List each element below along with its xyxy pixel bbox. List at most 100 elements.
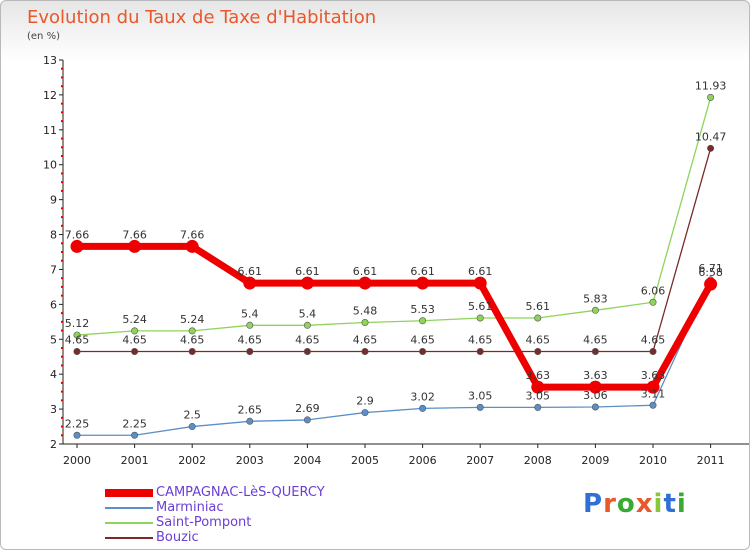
x-tick-label: 2002: [178, 454, 206, 467]
data-label: 6.58: [698, 266, 723, 279]
data-label: 2.69: [295, 402, 320, 415]
data-point: [243, 276, 257, 290]
data-label: 4.65: [122, 333, 147, 346]
y-minor-tick: [61, 85, 63, 88]
data-label: 3.63: [583, 369, 608, 382]
y-minor-tick: [61, 425, 63, 428]
x-tick-label: 2011: [697, 454, 725, 467]
data-point: [303, 321, 311, 329]
y-minor-tick: [61, 381, 63, 384]
chart-title: Evolution du Taux de Taxe d'Habitation: [27, 7, 377, 28]
data-label: 2.5: [183, 409, 201, 422]
data-label: 6.61: [353, 265, 378, 278]
y-minor-tick: [61, 120, 63, 123]
y-tick-label: 2: [50, 438, 57, 451]
data-label: 4.65: [180, 333, 205, 346]
logo-letter: P: [583, 489, 604, 519]
x-tick-label: 2009: [581, 454, 609, 467]
y-tick-label: 10: [43, 159, 57, 172]
x-tick-label: 2004: [293, 454, 321, 467]
data-point: [131, 327, 139, 335]
data-point: [188, 347, 196, 355]
logo-letter: o: [616, 489, 636, 519]
legend-item: Bouzic: [105, 530, 325, 545]
y-minor-tick: [61, 329, 63, 332]
data-point: [649, 347, 657, 355]
data-point: [303, 416, 311, 424]
y-minor-tick: [61, 189, 63, 192]
y-tick-label: 8: [50, 229, 57, 242]
data-label: 2.25: [65, 417, 90, 430]
data-label: 4.65: [583, 333, 608, 346]
legend: CAMPAGNAC-LèS-QUERCY Marminiac Saint-Pompo…: [105, 485, 325, 545]
y-minor-tick: [61, 259, 63, 262]
y-minor-tick: [61, 155, 63, 157]
data-label: 4.65: [526, 333, 551, 346]
y-tick-label: 6: [50, 298, 57, 311]
data-label: 4.65: [410, 333, 435, 346]
y-minor-tick: [61, 320, 63, 323]
y-minor-tick: [61, 251, 63, 253]
x-tick-label: 2008: [524, 454, 552, 467]
data-label: 5.12: [65, 317, 90, 330]
y-minor-tick: [61, 102, 63, 105]
data-point: [303, 347, 311, 355]
data-label: 7.66: [122, 228, 147, 241]
legend-label: CAMPAGNAC-LèS-QUERCY: [156, 485, 325, 500]
data-point: [649, 298, 657, 306]
data-label: 3.02: [410, 390, 435, 403]
y-minor-tick: [61, 242, 63, 245]
y-minor-tick: [61, 277, 63, 280]
data-label: 4.65: [641, 333, 666, 346]
data-point: [131, 431, 139, 439]
x-tick-label: 2006: [409, 454, 437, 467]
data-point: [70, 239, 84, 253]
data-point: [534, 314, 542, 322]
y-tick-label: 7: [50, 263, 57, 276]
data-point: [591, 347, 599, 355]
data-point: [361, 347, 369, 355]
y-minor-tick: [61, 137, 63, 140]
data-label: 5.24: [180, 313, 205, 326]
legend-label: Marminiac: [156, 500, 224, 515]
data-label: 4.65: [295, 333, 320, 346]
logo-letter: i: [676, 489, 687, 519]
unit-label: (en %): [27, 31, 60, 42]
x-tick-label: 2000: [63, 454, 91, 467]
data-point: [707, 144, 715, 152]
data-label: 7.66: [65, 228, 90, 241]
data-point: [358, 276, 372, 290]
data-point: [591, 403, 599, 411]
y-minor-tick: [61, 224, 63, 227]
data-point: [476, 347, 484, 355]
data-point: [591, 306, 599, 314]
data-label: 10.47: [695, 130, 727, 143]
y-minor-tick: [61, 111, 63, 114]
y-tick-label: 5: [50, 333, 57, 346]
data-label: 6.71: [698, 262, 723, 275]
data-label: 3.05: [526, 389, 551, 402]
data-point: [246, 347, 254, 355]
y-minor-tick: [61, 285, 63, 288]
data-label: 3.06: [583, 389, 608, 402]
data-point: [534, 403, 542, 411]
y-tick-label: 4: [50, 368, 57, 381]
y-minor-tick: [61, 364, 63, 367]
data-label: 2.25: [122, 417, 147, 430]
series-line-2: [76, 97, 712, 336]
series-line-3: [77, 148, 712, 353]
data-point: [534, 347, 542, 355]
data-label: 4.65: [353, 333, 378, 346]
data-point: [73, 347, 81, 355]
data-point: [185, 239, 199, 253]
data-point: [246, 417, 254, 425]
data-point: [588, 380, 602, 394]
y-minor-tick: [61, 76, 63, 79]
data-point: [476, 403, 484, 411]
x-tick-label: 2007: [466, 454, 494, 467]
y-minor-tick: [61, 67, 63, 70]
data-label: 4.65: [65, 333, 90, 346]
legend-swatch: [105, 536, 153, 539]
data-label: 3.63: [526, 369, 551, 382]
